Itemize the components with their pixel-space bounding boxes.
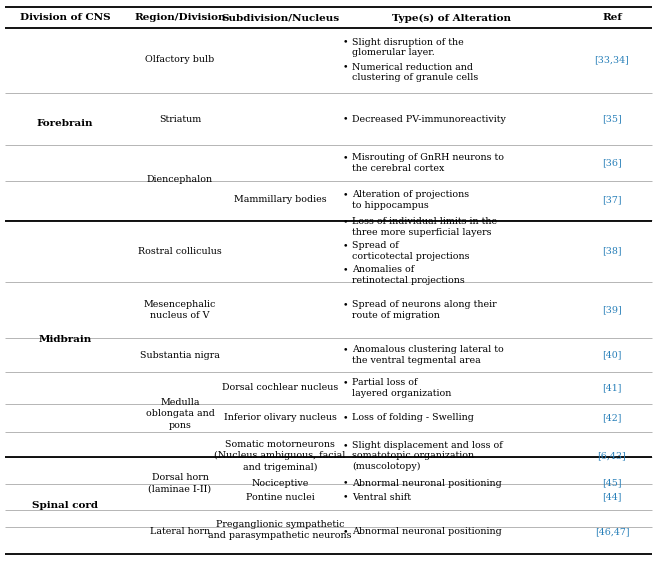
- Text: •: •: [342, 300, 348, 309]
- Text: •: •: [342, 217, 348, 226]
- Text: Midbrain: Midbrain: [38, 334, 91, 343]
- Text: Ventral shift: Ventral shift: [352, 492, 411, 501]
- Text: (muscolotopy): (muscolotopy): [352, 462, 420, 471]
- Text: Loss of folding - Swelling: Loss of folding - Swelling: [352, 414, 474, 423]
- Text: Misrouting of GnRH neurons to: Misrouting of GnRH neurons to: [352, 153, 504, 162]
- Text: •: •: [342, 153, 348, 162]
- Text: Numerical reduction and: Numerical reduction and: [352, 63, 473, 72]
- Text: somatotopic organization: somatotopic organization: [352, 451, 474, 460]
- Text: Slight disruption of the: Slight disruption of the: [352, 38, 464, 47]
- Text: •: •: [342, 63, 348, 72]
- Text: Abnormal neuronal positioning: Abnormal neuronal positioning: [352, 528, 502, 537]
- Text: •: •: [342, 265, 348, 274]
- Text: Ref: Ref: [602, 13, 622, 22]
- Text: Mesencephalic
nucleus of V: Mesencephalic nucleus of V: [144, 300, 216, 320]
- Text: [44]: [44]: [602, 492, 622, 501]
- Text: [36]: [36]: [602, 158, 622, 167]
- Text: Olfactory bulb: Olfactory bulb: [145, 56, 215, 65]
- Text: Pontine nuclei: Pontine nuclei: [246, 492, 315, 501]
- Text: •: •: [342, 38, 348, 47]
- Text: Loss of individual limits in the: Loss of individual limits in the: [352, 217, 497, 226]
- Text: Partial loss of: Partial loss of: [352, 378, 417, 387]
- Text: Preganglionic sympathetic
and parasympathetic neurons: Preganglionic sympathetic and parasympat…: [208, 520, 351, 540]
- Text: Mammillary bodies: Mammillary bodies: [234, 196, 327, 205]
- Text: Decreased PV-immunoreactivity: Decreased PV-immunoreactivity: [352, 115, 506, 124]
- Text: [40]: [40]: [602, 351, 622, 360]
- Text: Nociceptive: Nociceptive: [252, 478, 309, 487]
- Text: [39]: [39]: [602, 306, 622, 315]
- Text: Type(s) of Alteration: Type(s) of Alteration: [392, 13, 512, 22]
- Text: route of migration: route of migration: [352, 311, 440, 320]
- Text: Inferior olivary nucleus: Inferior olivary nucleus: [223, 414, 336, 423]
- Text: [46,47]: [46,47]: [595, 528, 629, 537]
- Text: the cerebral cortex: the cerebral cortex: [352, 164, 444, 173]
- Text: Forebrain: Forebrain: [37, 120, 93, 129]
- Text: [41]: [41]: [602, 383, 622, 392]
- Text: •: •: [342, 191, 348, 200]
- Text: Diencephalon: Diencephalon: [147, 175, 213, 184]
- Text: •: •: [342, 115, 348, 124]
- Text: •: •: [342, 378, 348, 387]
- Text: retinotectal projections: retinotectal projections: [352, 276, 464, 285]
- Text: Dorsal cochlear nucleus: Dorsal cochlear nucleus: [222, 383, 338, 392]
- Text: Spread of: Spread of: [352, 241, 399, 250]
- Text: [33,34]: [33,34]: [595, 56, 629, 65]
- Text: Spinal cord: Spinal cord: [32, 501, 98, 510]
- Text: •: •: [342, 528, 348, 537]
- Text: Region/Division: Region/Division: [134, 13, 226, 22]
- Text: [6,43]: [6,43]: [598, 451, 626, 460]
- Text: layered organization: layered organization: [352, 389, 451, 398]
- Text: Dorsal horn
(laminae I-II): Dorsal horn (laminae I-II): [148, 473, 212, 493]
- Text: Slight displacement and loss of: Slight displacement and loss of: [352, 441, 503, 450]
- Text: [37]: [37]: [602, 196, 622, 205]
- Text: •: •: [342, 492, 348, 501]
- Text: Medulla
oblongata and
pons: Medulla oblongata and pons: [146, 398, 214, 429]
- Text: •: •: [342, 241, 348, 250]
- Text: Anomalies of: Anomalies of: [352, 265, 415, 274]
- Text: clustering of granule cells: clustering of granule cells: [352, 73, 478, 82]
- Text: Spread of neurons along their: Spread of neurons along their: [352, 300, 497, 309]
- Text: Alteration of projections: Alteration of projections: [352, 191, 469, 200]
- Text: •: •: [342, 478, 348, 487]
- Text: Striatum: Striatum: [159, 115, 201, 124]
- Text: Abnormal neuronal positioning: Abnormal neuronal positioning: [352, 478, 502, 487]
- Text: [45]: [45]: [602, 478, 622, 487]
- Text: three more superficial layers: three more superficial layers: [352, 228, 491, 237]
- Text: [35]: [35]: [602, 115, 622, 124]
- Text: Subdivision/Nucleus: Subdivision/Nucleus: [221, 13, 339, 22]
- Text: Somatic motorneurons
(Nucleus ambiguous, facial
and trigeminal): Somatic motorneurons (Nucleus ambiguous,…: [214, 440, 346, 472]
- Text: to hippocampus: to hippocampus: [352, 201, 429, 210]
- Text: •: •: [342, 441, 348, 450]
- Text: corticotectal projections: corticotectal projections: [352, 252, 470, 261]
- Text: Anomalous clustering lateral to: Anomalous clustering lateral to: [352, 345, 504, 354]
- Text: the ventral tegmental area: the ventral tegmental area: [352, 356, 481, 365]
- Text: [42]: [42]: [602, 414, 622, 423]
- Text: Division of CNS: Division of CNS: [20, 13, 110, 22]
- Text: Substantia nigra: Substantia nigra: [140, 351, 220, 360]
- Text: •: •: [342, 345, 348, 354]
- Text: glomerular layer.: glomerular layer.: [352, 48, 435, 57]
- Text: Rostral colliculus: Rostral colliculus: [138, 247, 222, 256]
- Text: [38]: [38]: [602, 247, 622, 256]
- Text: •: •: [342, 414, 348, 423]
- Text: Lateral horn: Lateral horn: [150, 528, 210, 537]
